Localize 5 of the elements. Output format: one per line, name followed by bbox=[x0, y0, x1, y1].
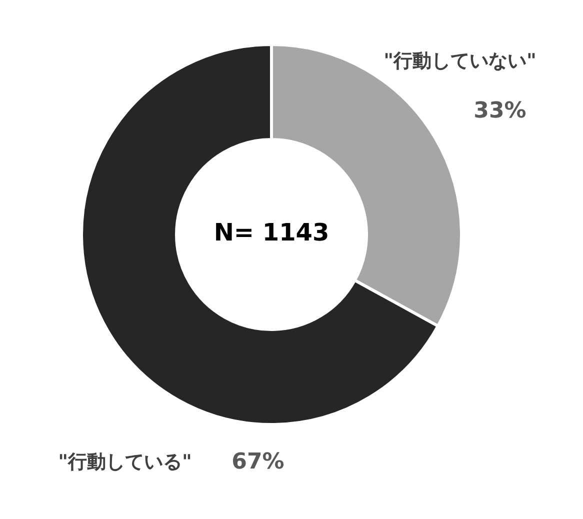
slice-label: "行動している" bbox=[58, 450, 192, 473]
text: N= 1143 bbox=[214, 218, 330, 247]
data-label: 67% bbox=[232, 450, 284, 475]
data-label: 33% bbox=[474, 98, 526, 124]
slice-label: "行動していない" bbox=[384, 50, 536, 72]
